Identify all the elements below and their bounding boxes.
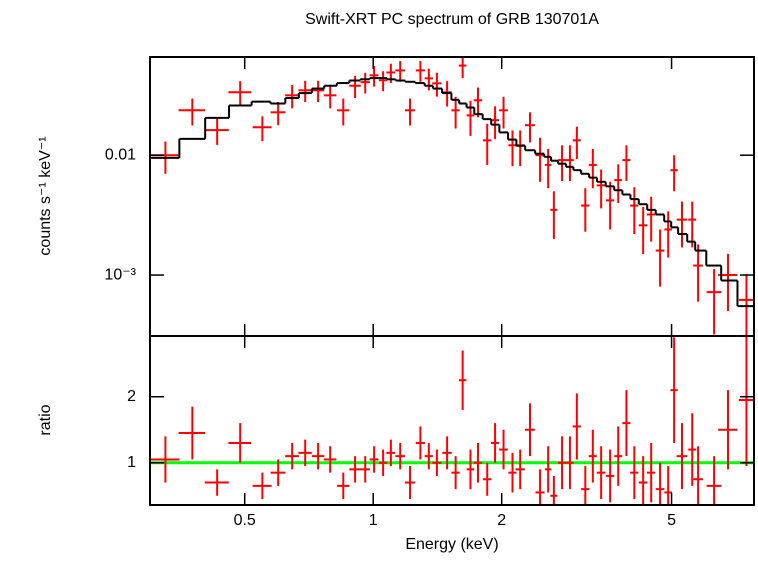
y-axis-label: counts s⁻¹ keV⁻¹ bbox=[37, 136, 54, 255]
y-axis-label: ratio bbox=[37, 404, 54, 435]
x-tick-label: 0.5 bbox=[234, 512, 256, 529]
y-tick-label: 10⁻³ bbox=[104, 266, 136, 283]
x-tick-label: 2 bbox=[497, 512, 506, 529]
y-tick-label: 1 bbox=[127, 454, 136, 471]
x-tick-label: 1 bbox=[369, 512, 378, 529]
y-tick-label: 0.01 bbox=[105, 146, 136, 163]
x-tick-label: 5 bbox=[667, 512, 676, 529]
plot-area bbox=[150, 57, 754, 336]
plot-frame bbox=[149, 335, 755, 506]
x-axis-label: Energy (keV) bbox=[405, 536, 498, 553]
plot-area bbox=[150, 336, 754, 505]
chart-title: Swift-XRT PC spectrum of GRB 130701A bbox=[305, 11, 599, 28]
y-tick-label: 2 bbox=[127, 388, 136, 405]
